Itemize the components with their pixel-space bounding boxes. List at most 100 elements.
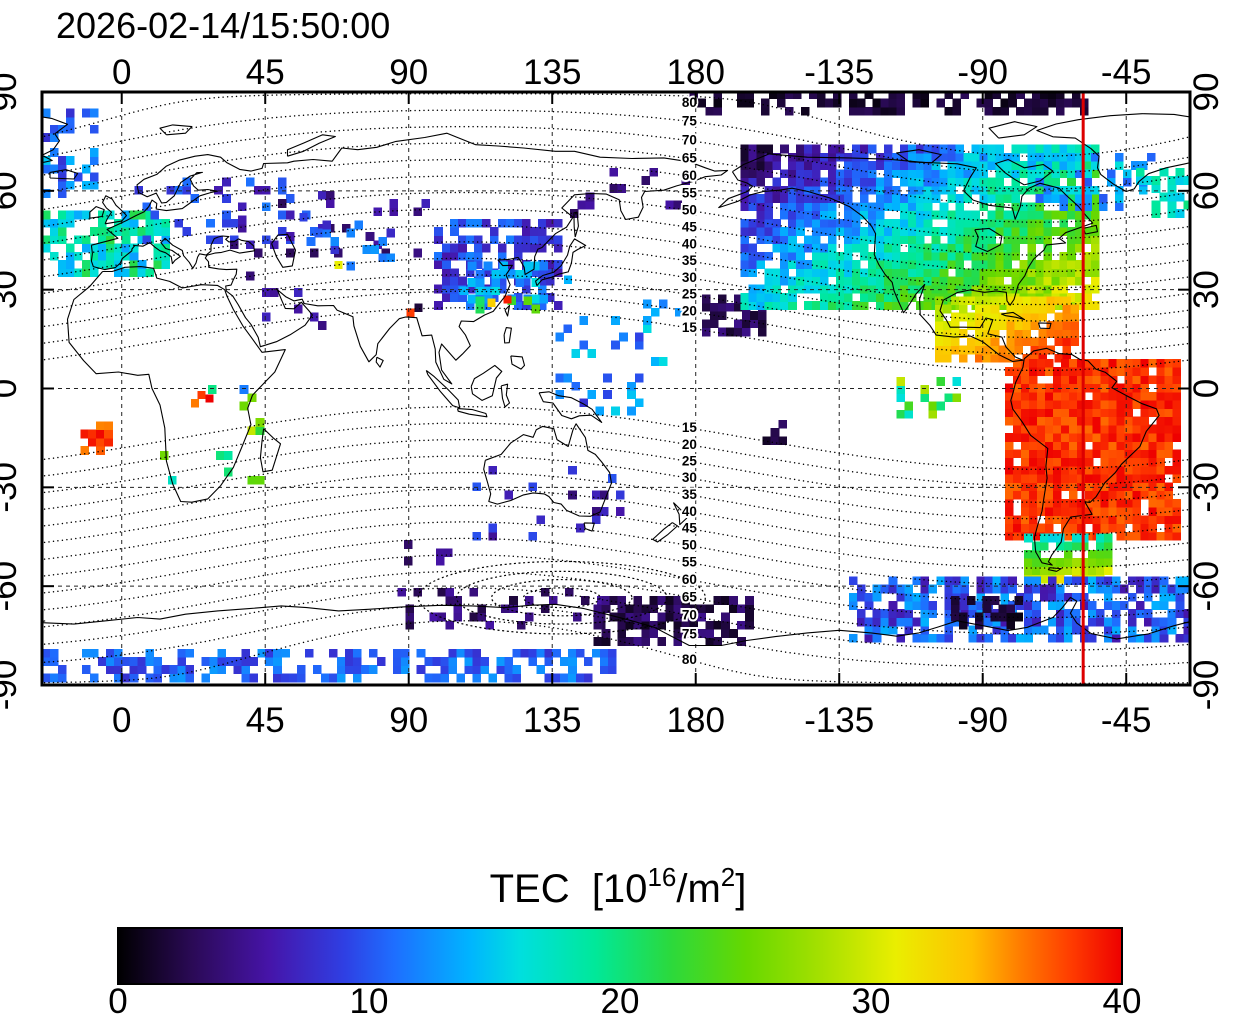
coastline-taiwan — [504, 304, 511, 317]
contour-label: 15 — [682, 320, 698, 335]
coastline-tierra-del-fuego — [1047, 567, 1062, 572]
contour-label: 65 — [682, 151, 698, 166]
lat-tick-label-left: 60 — [0, 171, 24, 210]
coastline-north-america — [718, 153, 1094, 363]
lon-tick-label-top: -135 — [804, 53, 874, 92]
lat-tick-label-left: 90 — [0, 73, 24, 112]
right-latitude-axis: 90 60 30 0 -30 -60 -90 — [1187, 73, 1226, 711]
contour-label: 75 — [682, 627, 698, 642]
contour-label: 35 — [682, 487, 698, 502]
coastline-hispaniola — [1037, 322, 1052, 330]
coastline-java — [456, 408, 488, 418]
lon-tick-label-top: 90 — [389, 53, 428, 92]
coastline-south-america — [1010, 347, 1160, 566]
lon-tick-label-top: -45 — [1101, 53, 1152, 92]
lat-tick-label-right: -90 — [1187, 660, 1226, 711]
axis-ticks — [42, 91, 1190, 686]
lat-tick-label-right: 60 — [1187, 171, 1226, 210]
coastline-great-lakes — [974, 227, 1003, 253]
bottom-longitude-axis: 0 45 90 135 180 -135 -90 -45 — [112, 701, 1152, 740]
contour-label: 80 — [682, 652, 697, 667]
coastline-sumatra — [425, 369, 461, 409]
contour-label: 55 — [682, 555, 698, 570]
colorbar-group: TEC [1016/m2] 0 10 20 30 40 — [108, 862, 1141, 1021]
lon-tick-label-top: -90 — [957, 53, 1008, 92]
lat-tick-label-left: -90 — [0, 660, 24, 711]
lat-tick-label-right: 90 — [1187, 73, 1226, 112]
lat-tick-label-left: -30 — [0, 462, 24, 513]
lon-tick-label-top: 135 — [523, 53, 581, 92]
contour-label: 30 — [682, 270, 697, 285]
top-longitude-axis: 0 45 90 135 180 -135 -90 -45 — [112, 53, 1152, 92]
contour-label: 15 — [682, 420, 698, 435]
coastline-antarctica — [42, 596, 1190, 647]
coastline-eurasia — [90, 132, 729, 385]
contour-label: 65 — [682, 589, 698, 604]
contour-label: 60 — [682, 168, 697, 183]
contour-label: 80 — [682, 95, 697, 110]
lat-tick-label-left: 30 — [0, 270, 24, 309]
contour-label: 25 — [682, 287, 698, 302]
contour-label: 40 — [682, 504, 697, 519]
coastline-nz-north — [672, 502, 692, 526]
lat-tick-label-right: 30 — [1187, 270, 1226, 309]
lat-tick-label-left: -60 — [0, 561, 24, 612]
contour-label: 20 — [682, 437, 697, 452]
coastline-ireland — [89, 206, 105, 219]
lon-tick-label-bottom: -135 — [804, 701, 874, 740]
contour-label: 75 — [682, 113, 698, 128]
coastline-novaya-zemlya — [286, 134, 336, 157]
lat-tick-label-right: 0 — [1187, 379, 1226, 398]
coastline-victoria-island — [896, 149, 942, 164]
coastline-mindanao — [510, 355, 526, 370]
colorbar-tick-label: 40 — [1103, 982, 1142, 1021]
contour-label: 60 — [682, 572, 697, 587]
contour-label: 45 — [682, 219, 698, 234]
coastline-madagascar — [259, 428, 282, 473]
contour-label: 20 — [682, 303, 697, 318]
colorbar-tick-label: 10 — [350, 982, 389, 1021]
tec-cells-layer — [42, 92, 1190, 683]
lon-tick-label-top: 45 — [246, 53, 285, 92]
contour-label: 50 — [682, 538, 697, 553]
lat-tick-label-left: 0 — [0, 379, 24, 398]
graticule-layer — [42, 92, 1190, 685]
coastline-nz-south — [652, 522, 679, 543]
contour-label: 55 — [682, 185, 698, 200]
coastline-caspian-sea — [271, 233, 297, 268]
lon-tick-label-bottom: 180 — [667, 701, 725, 740]
coastlines-layer — [42, 113, 1190, 647]
coastline-ellesmere — [988, 121, 1038, 139]
lat-tick-label-right: -60 — [1187, 561, 1226, 612]
coastline-baffin-island — [994, 158, 1054, 186]
lon-tick-label-bottom: -45 — [1101, 701, 1152, 740]
coastline-japan — [535, 238, 587, 287]
coastline-svalbard — [159, 124, 193, 136]
contour-labels-layer: 1515202025253030353540404545505055556060… — [680, 93, 700, 669]
lon-tick-label-bottom: 135 — [523, 701, 581, 740]
left-latitude-axis: 90 60 30 0 -30 -60 -90 — [0, 73, 24, 711]
coastline-sakhalin — [573, 211, 579, 238]
colorbar-gradient — [117, 927, 1123, 985]
contour-label: 25 — [682, 453, 698, 468]
lon-tick-label-top: 180 — [667, 53, 725, 92]
coastline-africa — [66, 266, 286, 503]
coastline-great-britain — [102, 195, 128, 225]
coastline-sri-lanka — [375, 356, 384, 368]
coastline-iceland — [49, 169, 79, 180]
contour-label: 70 — [682, 607, 697, 622]
colorbar-tick-label: 0 — [108, 982, 127, 1021]
lat-tick-label-right: -30 — [1187, 462, 1226, 513]
coastline-borneo — [470, 364, 503, 401]
map-area: 1515202025253030353540404545505055556060… — [42, 92, 1190, 685]
coastline-new-guinea — [538, 391, 603, 423]
contour-label: 50 — [682, 202, 697, 217]
lon-tick-label-bottom: 0 — [112, 701, 131, 740]
contour-label: 45 — [682, 521, 698, 536]
lon-tick-label-bottom: 90 — [389, 701, 428, 740]
colorbar-title: TEC [1016/m2] — [490, 862, 747, 911]
contour-label: 40 — [682, 236, 697, 251]
coastline-greenland — [1036, 113, 1190, 193]
